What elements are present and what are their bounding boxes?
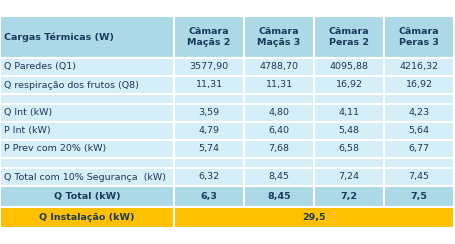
Bar (244, 186, 314, 207)
Bar (314, 158, 384, 168)
Bar (314, 140, 384, 158)
Bar (174, 58, 244, 76)
Bar (384, 76, 454, 94)
Bar (0, 168, 174, 186)
Text: 8,45: 8,45 (268, 173, 289, 182)
Bar (0, 76, 174, 94)
Text: P Int (kW): P Int (kW) (4, 126, 51, 135)
Text: Câmara
Peras 3: Câmara Peras 3 (399, 27, 440, 47)
Text: 4216,32: 4216,32 (399, 62, 439, 71)
Bar (244, 140, 314, 158)
Bar (384, 158, 454, 168)
Bar (0, 16, 174, 58)
Text: 3,59: 3,59 (198, 109, 220, 118)
Text: Q Paredes (Q1): Q Paredes (Q1) (4, 62, 76, 71)
Bar (244, 104, 314, 122)
Text: Câmara
Maçãs 2: Câmara Maçãs 2 (187, 27, 231, 47)
Text: P Prev com 20% (kW): P Prev com 20% (kW) (4, 144, 106, 153)
Text: 6,40: 6,40 (268, 126, 289, 135)
Bar (174, 186, 244, 207)
Bar (314, 58, 384, 76)
Bar (244, 76, 314, 94)
Bar (174, 158, 244, 168)
Bar (384, 16, 454, 58)
Bar (384, 94, 454, 104)
Bar (384, 186, 454, 207)
Text: 6,77: 6,77 (409, 144, 430, 153)
Bar (174, 76, 244, 94)
Text: 6,58: 6,58 (339, 144, 359, 153)
Text: 7,45: 7,45 (409, 173, 430, 182)
Bar (174, 16, 244, 58)
Text: 3577,90: 3577,90 (189, 62, 228, 71)
Text: 11,31: 11,31 (196, 81, 222, 90)
Text: 7,2: 7,2 (340, 192, 358, 201)
Text: 4,80: 4,80 (268, 109, 289, 118)
Text: 11,31: 11,31 (265, 81, 293, 90)
Bar (174, 104, 244, 122)
Bar (384, 140, 454, 158)
Text: 7,24: 7,24 (339, 173, 359, 182)
Bar (244, 94, 314, 104)
Bar (174, 122, 244, 140)
Text: Q respiração dos frutos (Q8): Q respiração dos frutos (Q8) (4, 81, 139, 90)
Bar (314, 104, 384, 122)
Bar (314, 94, 384, 104)
Text: Câmara
Maçãs 3: Câmara Maçãs 3 (258, 27, 301, 47)
Text: 16,92: 16,92 (405, 81, 433, 90)
Bar (244, 158, 314, 168)
Bar (0, 207, 174, 228)
Bar (174, 207, 454, 228)
Bar (0, 94, 174, 104)
Bar (244, 122, 314, 140)
Text: 4,23: 4,23 (409, 109, 430, 118)
Text: Câmara
Peras 2: Câmara Peras 2 (329, 27, 369, 47)
Bar (0, 158, 174, 168)
Bar (314, 76, 384, 94)
Bar (314, 16, 384, 58)
Text: 4,11: 4,11 (339, 109, 359, 118)
Bar (0, 140, 174, 158)
Bar (0, 58, 174, 76)
Text: 5,74: 5,74 (198, 144, 219, 153)
Text: 7,68: 7,68 (268, 144, 289, 153)
Text: Q Total com 10% Segurança  (kW): Q Total com 10% Segurança (kW) (4, 173, 166, 182)
Bar (174, 168, 244, 186)
Bar (244, 16, 314, 58)
Text: 6,32: 6,32 (198, 173, 220, 182)
Bar (384, 58, 454, 76)
Text: 16,92: 16,92 (335, 81, 363, 90)
Text: 4095,88: 4095,88 (329, 62, 369, 71)
Bar (314, 122, 384, 140)
Bar (174, 140, 244, 158)
Text: 29,5: 29,5 (302, 213, 326, 222)
Bar (174, 94, 244, 104)
Text: Cargas Térmicas (W): Cargas Térmicas (W) (4, 32, 114, 42)
Bar (0, 186, 174, 207)
Bar (384, 168, 454, 186)
Bar (0, 104, 174, 122)
Text: 7,5: 7,5 (410, 192, 427, 201)
Text: Q Instalação (kW): Q Instalação (kW) (39, 213, 135, 222)
Text: Q Int (kW): Q Int (kW) (4, 109, 52, 118)
Text: 4788,70: 4788,70 (259, 62, 298, 71)
Bar (384, 122, 454, 140)
Text: Q Total (kW): Q Total (kW) (54, 192, 120, 201)
Text: 5,48: 5,48 (339, 126, 359, 135)
Bar (314, 168, 384, 186)
Text: 5,64: 5,64 (409, 126, 430, 135)
Bar (244, 58, 314, 76)
Bar (244, 168, 314, 186)
Bar (314, 186, 384, 207)
Bar (0, 122, 174, 140)
Bar (384, 104, 454, 122)
Text: 8,45: 8,45 (267, 192, 291, 201)
Text: 6,3: 6,3 (201, 192, 217, 201)
Text: 4,79: 4,79 (198, 126, 219, 135)
